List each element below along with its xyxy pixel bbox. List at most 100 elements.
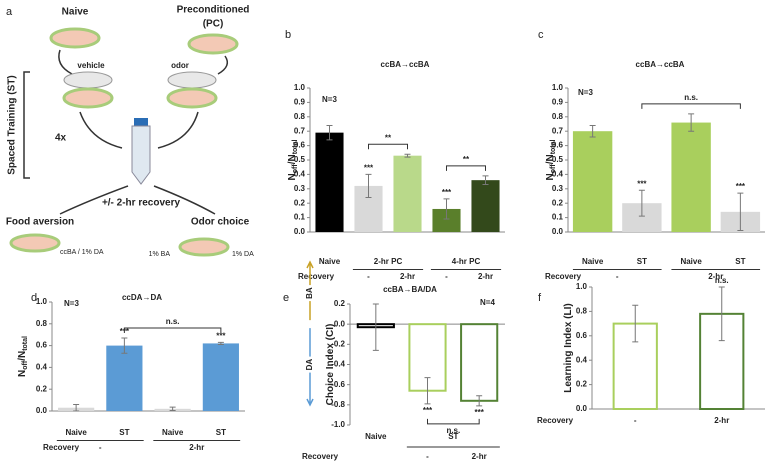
y-tick-label: 0.8 [294, 112, 306, 121]
y-axis-label-part: total [292, 139, 299, 154]
chart-panel: e ccBA→BA/DA N=4 Choice Index (CI) 0.2 0.0 -0.… [283, 260, 505, 461]
repeat-label: 4x [55, 133, 67, 144]
dish [9, 233, 61, 253]
label-bg [305, 356, 315, 373]
x-tick-label: ST [735, 257, 745, 266]
y-axis-label-part: N [545, 173, 556, 180]
bar [471, 180, 500, 232]
error-bar [372, 303, 379, 351]
y-axis-label: Choice Index (CI) [325, 324, 336, 406]
y-tick-label: -1.0 [331, 420, 345, 429]
panel-letter: f [538, 292, 542, 304]
y-tick-label: 1.0 [576, 282, 588, 291]
group-label: 2-hr PC [374, 257, 403, 266]
significance-label: *** [637, 179, 647, 188]
y-tick-label: 0.2 [294, 198, 306, 207]
x-tick-label: Naive [680, 257, 702, 266]
bracket [123, 327, 222, 333]
group-label: 2-hr [189, 443, 204, 452]
odor-choice-label: Odor choice [191, 217, 250, 228]
bracket-label: n.s. [166, 317, 180, 326]
chart-title: ccBA→ccBA [636, 60, 685, 69]
y-tick-label: 0.1 [552, 213, 564, 222]
x-tick-label: 2-hr [472, 452, 487, 461]
dish [187, 33, 239, 55]
bar [315, 132, 344, 232]
choice-right-label: 1% DA [232, 251, 254, 258]
sample-size: N=3 [578, 88, 593, 97]
bar [671, 122, 711, 232]
error-bar [589, 124, 596, 138]
significance-label: *** [364, 164, 374, 173]
y-tick-label: 0.6 [36, 341, 48, 350]
error-bar [404, 153, 411, 158]
y-tick-label: 0.2 [334, 299, 346, 308]
bracket-label: ** [463, 155, 470, 164]
panel-letter: e [283, 292, 289, 304]
significance-label: *** [474, 408, 484, 417]
error-bar [169, 406, 176, 411]
arrow [217, 55, 229, 75]
arrow [157, 111, 199, 149]
arrow [79, 111, 123, 149]
sample-size: N=4 [480, 298, 495, 307]
chart-title: ccBA→ccBA [381, 60, 430, 69]
x-tick-label: ST [119, 428, 129, 437]
sample-size: N=3 [322, 95, 337, 104]
group-label: - [616, 272, 619, 281]
arrow [58, 49, 73, 75]
bracket [641, 103, 741, 109]
group-label: - [99, 443, 102, 452]
tube [131, 125, 151, 185]
y-tick-label: 0.9 [294, 98, 306, 107]
y-axis-label-part: N [17, 370, 28, 377]
y-axis-label-part: Choice Index (CI) [325, 324, 336, 406]
x-axis-label: Recovery [545, 272, 582, 281]
error-bar [737, 192, 744, 232]
bar [572, 131, 613, 232]
y-tick-label: 0.8 [552, 112, 564, 121]
y-tick-label: 0.6 [294, 141, 306, 150]
chart-panel: d ccDA→DA N=3 Noff/Ntotal 0.0 0.2 0.4 0.6 0.8 1.0… [17, 292, 245, 452]
y-tick-label: 0.0 [576, 404, 588, 413]
y-axis-label: Noff/Ntotal [545, 139, 558, 180]
y-tick-label: 0.2 [552, 198, 564, 207]
error-bar [424, 377, 431, 405]
pc-label: (PC) [203, 19, 224, 30]
y-tick-label: 0.6 [552, 141, 564, 150]
naive-label: Naive [62, 7, 89, 18]
direction-label: BA [305, 287, 314, 299]
error-bar [365, 173, 372, 198]
significance-label: *** [423, 406, 433, 415]
significance-label: *** [736, 182, 746, 191]
dish [62, 87, 114, 109]
y-axis-label-part: off [550, 164, 557, 174]
panel-letter: b [285, 29, 291, 41]
sample-size: N=3 [64, 299, 79, 308]
error-bar [217, 341, 224, 346]
significance-label: *** [216, 331, 226, 340]
training-label: Spaced Training (ST) [7, 75, 18, 174]
significance-label: *** [442, 188, 452, 197]
significance-label: n.s. [715, 276, 729, 285]
y-axis-label: Noff/Ntotal [287, 139, 300, 180]
x-axis-label: Recovery [302, 452, 339, 461]
x-tick-label: Naive [65, 428, 87, 437]
error-bar [718, 286, 725, 342]
error-bar [326, 124, 333, 141]
vehicle-label: vehicle [77, 61, 105, 70]
y-axis-label-part: /N [17, 351, 28, 361]
bar [106, 345, 143, 411]
y-tick-label: -0.6 [331, 380, 345, 389]
x-tick-label: - [634, 416, 637, 425]
y-tick-label: 0.8 [36, 319, 48, 328]
lid [63, 71, 113, 89]
group-label: Naive [365, 432, 387, 441]
pc-label: Preconditioned [177, 5, 250, 16]
x-tick-label: Naive [162, 428, 184, 437]
y-tick-label: 0.7 [552, 126, 564, 135]
error-bar [688, 113, 695, 132]
panel-letter: d [31, 292, 37, 304]
bracket [368, 143, 408, 150]
